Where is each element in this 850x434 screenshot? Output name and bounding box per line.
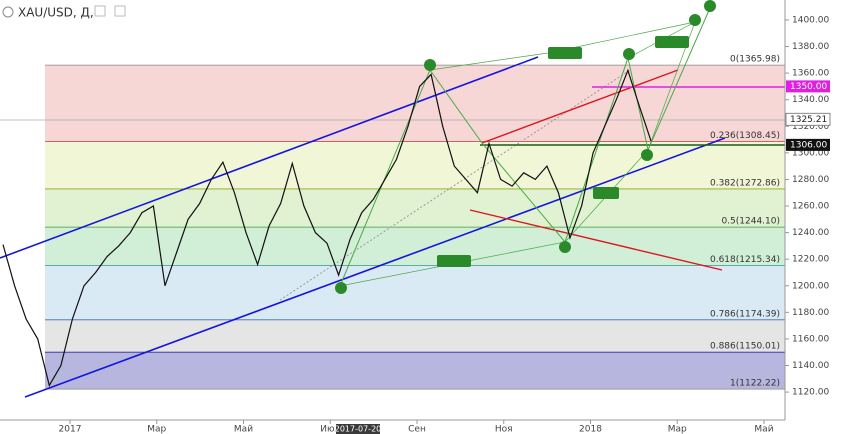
- fib-label: 0.5(1244.10): [721, 217, 780, 227]
- x-tick-label: Мар: [147, 425, 166, 434]
- ratio-box: [655, 36, 689, 48]
- y-tick-label: 1340.00: [792, 95, 829, 105]
- channel-lower: [24, 137, 726, 398]
- fib-label: 0.786(1174.39): [710, 309, 780, 319]
- icon[interactable]: [114, 5, 126, 17]
- annotations: [335, 0, 716, 294]
- fib-label: 1(1122.22): [730, 379, 780, 389]
- price-label: 1325.21: [790, 115, 827, 125]
- x-tick-label: 2017: [59, 425, 82, 434]
- fib-zone: [45, 319, 785, 353]
- price-axis: [785, 0, 850, 434]
- price-series: [2, 68, 652, 387]
- y-tick-label: 1380.00: [792, 42, 829, 52]
- channel-upper: [0, 56, 539, 259]
- fib-label: 0.618(1215.34): [710, 255, 780, 265]
- fib-zone: [45, 352, 785, 390]
- point: [559, 241, 571, 253]
- icon[interactable]: [94, 5, 106, 17]
- price-label-box: [786, 80, 830, 93]
- ratio-box: [593, 187, 619, 199]
- y-tick-label: 1300.00: [792, 148, 829, 158]
- x-tick-label: Июл: [320, 425, 340, 434]
- price-label: 1350.00: [790, 82, 827, 92]
- x-tick-label: 2018: [579, 425, 602, 434]
- x-tick-label: Май: [234, 425, 253, 434]
- fib-zone: [45, 141, 785, 189]
- y-tick-label: 1120.00: [792, 388, 829, 398]
- y-tick-label: 1240.00: [792, 228, 829, 238]
- y-tick-label: 1220.00: [792, 255, 829, 265]
- price-label-box: [786, 138, 830, 151]
- point: [704, 0, 716, 12]
- y-tick-label: 1400.00: [792, 15, 829, 25]
- symbol: XAU/USD, Д,: [18, 6, 94, 20]
- cursor-label: 2017-07-20: [335, 425, 382, 434]
- price-label-box: [785, 112, 831, 126]
- y-tick-label: 1320.00: [792, 122, 829, 132]
- fib-zone: [45, 227, 785, 266]
- y-tick-label: 1180.00: [792, 308, 829, 318]
- fib-label: 0.236(1308.45): [710, 131, 780, 141]
- icon[interactable]: [2, 6, 14, 18]
- y-tick-label: 1160.00: [792, 334, 829, 344]
- cursor-box: [336, 424, 380, 434]
- y-tick-label: 1360.00: [792, 69, 829, 79]
- x-tick-label: Мар: [668, 425, 687, 434]
- point: [641, 149, 653, 161]
- point: [689, 14, 701, 26]
- trend-dotted: [279, 69, 631, 301]
- y-tick-label: 1280.00: [792, 175, 829, 185]
- y-tick-label: 1260.00: [792, 202, 829, 212]
- fib-zone: [45, 265, 785, 320]
- y-tick-label: 1200.00: [792, 281, 829, 291]
- point: [335, 282, 347, 294]
- price-label: 1306.00: [790, 140, 827, 150]
- ratio-box: [437, 255, 471, 267]
- point: [623, 48, 635, 60]
- x-tick-label: Май: [754, 425, 773, 434]
- ratio-box: [548, 47, 582, 59]
- x-tick-label: Ноя: [495, 425, 513, 434]
- fib-label: 0.886(1150.01): [710, 342, 780, 352]
- fib-label: 0.382(1272.86): [710, 178, 780, 188]
- red-line: [481, 69, 679, 144]
- x-tick-label: Сен: [408, 425, 426, 434]
- fib-label: 0(1365.98): [730, 55, 780, 65]
- y-tick-label: 1140.00: [792, 361, 829, 371]
- point: [424, 59, 436, 71]
- red-line: [469, 209, 723, 271]
